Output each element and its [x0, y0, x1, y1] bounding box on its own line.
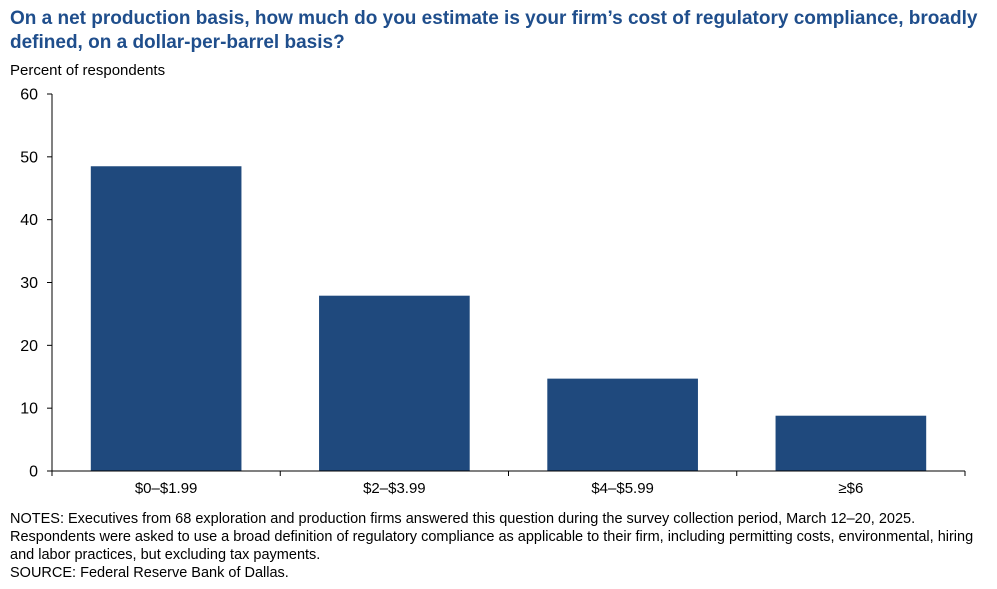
y-tick-label: 50 [20, 149, 38, 166]
y-tick-label: 40 [20, 212, 38, 229]
y-tick-label: 60 [20, 87, 38, 104]
notes-block: NOTES: Executives from 68 exploration an… [10, 510, 985, 582]
notes-text: NOTES: Executives from 68 exploration an… [10, 511, 974, 563]
bar-1 [319, 295, 470, 471]
x-tick-label: ≥$6 [838, 480, 863, 497]
bar-chart: 0 10 20 30 40 50 60 $0–$1.99 $2–$3.99 $4–$5.99 ≥$… [20, 87, 966, 497]
x-tick-label: $0–$1.99 [135, 480, 198, 497]
chart-title: On a net production basis, how much do y… [10, 8, 978, 53]
x-tick-label: $4–$5.99 [591, 480, 654, 497]
bar-3 [775, 415, 927, 471]
bar-2 [547, 378, 698, 471]
y-axis-label: Percent of respondents [10, 62, 166, 79]
y-tick-label: 20 [20, 338, 38, 355]
y-tick-label: 0 [29, 464, 38, 481]
x-tick-label: $2–$3.99 [363, 480, 426, 497]
y-tick-label: 30 [20, 275, 38, 292]
y-tick-label: 10 [20, 401, 38, 418]
source-text: SOURCE: Federal Reserve Bank of Dallas. [10, 565, 289, 581]
bar-0 [90, 166, 242, 471]
